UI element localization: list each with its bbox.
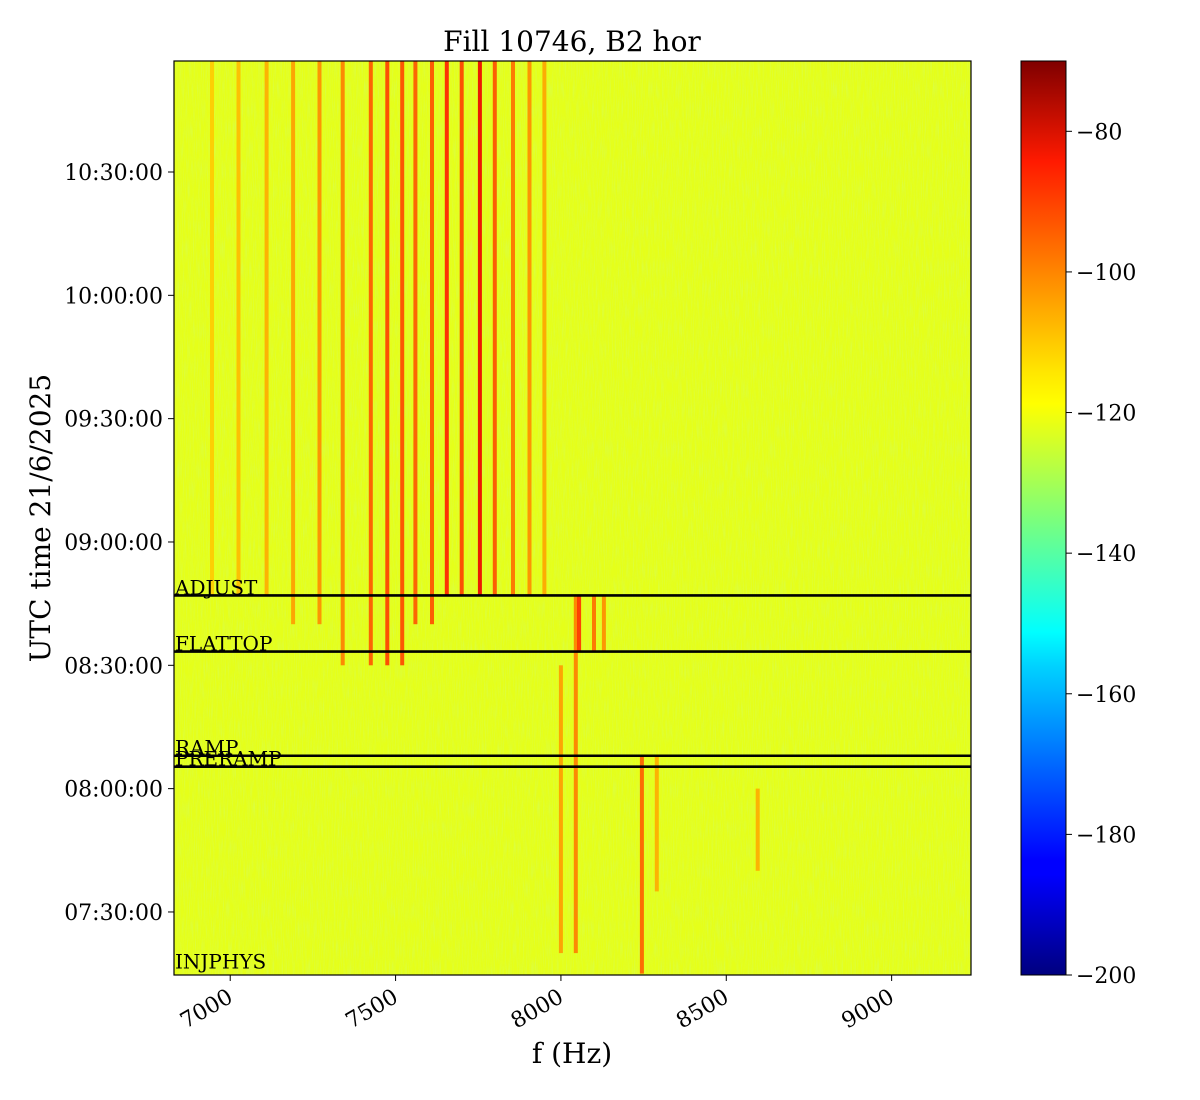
event-label: PRERAMP — [175, 747, 282, 771]
y-tick-label: 09:30:00 — [64, 408, 163, 433]
colorbar-tick-label: −120 — [1076, 402, 1136, 427]
spectral-line — [340, 61, 345, 666]
spectral-line — [400, 61, 405, 666]
spectral-line — [558, 665, 563, 954]
spectral-line — [291, 61, 296, 625]
colorbar-axis: −80 −100 −120 −140 −160 −180 −200 — [1066, 120, 1136, 989]
x-axis-title: f (Hz) — [532, 1037, 612, 1070]
spectral-line — [210, 61, 214, 596]
spectral-line — [542, 61, 547, 596]
spectral-line — [577, 595, 582, 652]
spectral-line — [527, 61, 532, 596]
x-tick-label: 8000 — [507, 985, 568, 1035]
y-tick-label: 07:30:00 — [64, 901, 163, 926]
spectral-line — [236, 61, 241, 596]
spectral-line — [511, 61, 515, 596]
spectral-line — [317, 61, 322, 625]
spectral-line — [639, 755, 644, 974]
event-label: RAMP — [175, 736, 238, 760]
y-tick-label: 08:00:00 — [64, 778, 163, 803]
chart-title: Fill 10746, B2 hor — [443, 25, 701, 58]
spectral-line — [492, 61, 497, 596]
spectral-line — [368, 61, 373, 666]
spectral-line — [385, 61, 390, 666]
y-tick-label: 08:30:00 — [64, 654, 163, 679]
colorbar-tick-label: −200 — [1076, 964, 1136, 989]
colorbar-tick-label: −140 — [1076, 542, 1136, 567]
spectral-line — [477, 61, 482, 596]
colorbar-tick-label: −100 — [1076, 261, 1136, 286]
x-tick-label: 8500 — [672, 985, 733, 1035]
plot-frame — [173, 60, 972, 976]
spectral-line — [654, 755, 659, 892]
spectral-line — [601, 595, 606, 652]
spectral-line — [413, 61, 418, 625]
plot-area — [174, 61, 971, 975]
spectral-line — [592, 595, 596, 652]
colorbar-tick-label: −80 — [1076, 120, 1122, 145]
y-axis: 07:30:00 08:00:00 08:30:00 09:00:00 09:30:00… — [64, 161, 174, 926]
heatmap-noise — [174, 61, 971, 975]
colorbar — [1020, 60, 1067, 976]
y-tick-label: 10:00:00 — [64, 284, 163, 309]
y-tick-label: 10:30:00 — [64, 161, 163, 186]
spectral-line — [573, 595, 578, 954]
event-label: ADJUST — [174, 575, 258, 599]
spectral-line — [459, 61, 464, 596]
y-tick-label: 09:00:00 — [64, 531, 163, 556]
colorbar-tick-label: −160 — [1076, 683, 1136, 708]
y-axis-title: UTC time 21/6/2025 — [24, 374, 57, 662]
spectral-line — [755, 788, 760, 871]
x-tick-label: 7000 — [176, 985, 237, 1035]
colorbar-tick-label: −180 — [1076, 823, 1136, 848]
spectral-line — [264, 61, 269, 596]
x-axis: 7000 7500 8000 8500 9000 — [176, 975, 899, 1035]
event-label: FLATTOP — [175, 632, 272, 656]
x-tick-label: 9000 — [838, 985, 899, 1035]
event-label: INJPHYS — [175, 950, 266, 974]
x-tick-label: 7500 — [342, 985, 403, 1035]
spectral-line — [430, 61, 434, 625]
spectral-line — [444, 61, 449, 596]
